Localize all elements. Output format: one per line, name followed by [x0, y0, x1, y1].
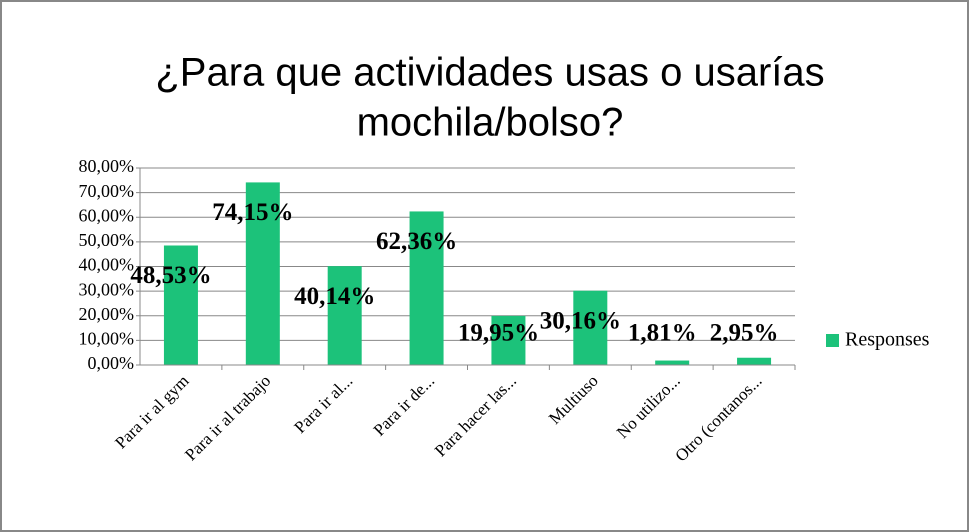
- bar: [327, 266, 362, 365]
- y-tick-label: 70,00%: [79, 181, 135, 201]
- bar: [573, 290, 608, 365]
- bar: [737, 357, 772, 365]
- data-label: 1,81%: [628, 320, 697, 347]
- data-label: 30,16%: [540, 307, 621, 334]
- legend-swatch: [826, 334, 839, 347]
- y-tick-label: 60,00%: [79, 205, 135, 225]
- y-tick-label: 30,00%: [79, 279, 135, 299]
- bar: [409, 211, 444, 365]
- legend-label: Responses: [845, 329, 930, 351]
- data-label: 19,95%: [458, 320, 539, 347]
- y-tick-label: 20,00%: [79, 304, 135, 324]
- bar: [163, 245, 198, 365]
- chart-title: mochila/bolso?: [357, 101, 624, 145]
- bar: [491, 315, 526, 365]
- data-label: 48,53%: [130, 262, 211, 289]
- y-tick-label: 10,00%: [79, 329, 135, 349]
- data-label: 40,14%: [294, 283, 375, 310]
- data-label: 62,36%: [376, 228, 457, 255]
- bar: [655, 360, 690, 365]
- bar: [245, 182, 280, 365]
- y-tick-label: 80,00%: [79, 156, 135, 176]
- y-tick-label: 40,00%: [79, 255, 135, 275]
- data-label: 2,95%: [710, 320, 779, 347]
- chart-title: ¿Para que actividades usas o usarías: [155, 51, 824, 95]
- y-tick-label: 50,00%: [79, 230, 135, 250]
- y-tick-label: 0,00%: [88, 353, 135, 373]
- data-label: 74,15%: [212, 199, 293, 226]
